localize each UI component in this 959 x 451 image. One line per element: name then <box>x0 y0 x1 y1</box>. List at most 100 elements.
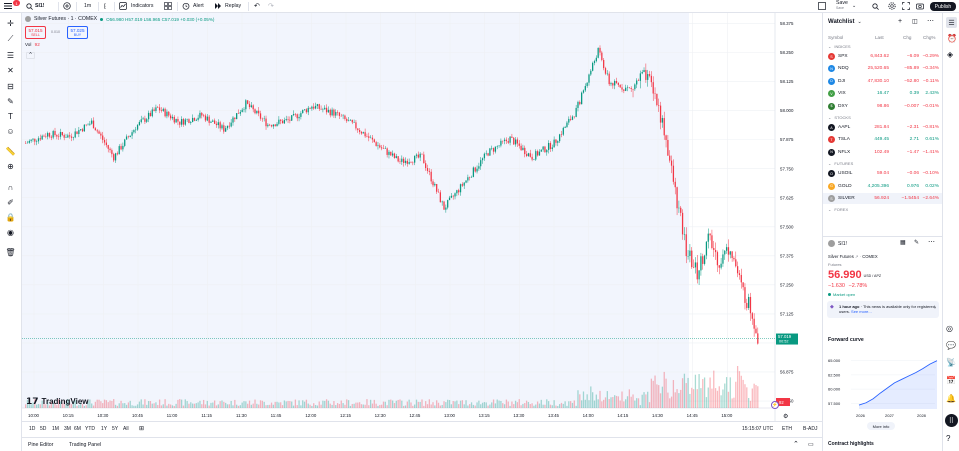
interval-button[interactable]: 1m <box>84 3 92 9</box>
watchlist-row-nflx[interactable]: N NFLX 102.49 −1.47 −1.41% <box>823 147 943 158</box>
indicators-button[interactable]: Indicators <box>119 0 154 12</box>
volume-legend: Vol 92 <box>25 42 40 47</box>
details-name-line: Silver Futures ↗ · COMEX <box>828 254 878 259</box>
volume-bar <box>125 404 128 408</box>
expand-panel-icon[interactable]: ⌃ <box>793 441 799 448</box>
replay-button[interactable]: Replay <box>214 0 241 12</box>
magnet-icon[interactable]: ∩ <box>7 182 14 192</box>
range-3m[interactable]: 3M <box>64 426 71 432</box>
trend-line-icon[interactable]: ⟋ <box>7 34 14 43</box>
date-range-icon[interactable]: ⊞ <box>139 426 145 432</box>
pattern-icon[interactable]: ✕ <box>7 65 14 75</box>
brush-icon[interactable]: ✎ <box>7 96 14 106</box>
text-icon[interactable]: T <box>8 111 13 121</box>
buy-button[interactable]: 57.025 BUY <box>67 26 88 39</box>
crosshair-icon[interactable]: ✛ <box>7 18 14 28</box>
redo-icon[interactable]: ↷ <box>268 3 274 10</box>
range-1y[interactable]: 1Y <box>101 426 108 432</box>
emoji-icon[interactable]: ☺ <box>6 126 15 136</box>
save-dropdown-icon[interactable]: ⌄ <box>852 3 857 9</box>
lock-icon[interactable]: 🔒 <box>5 212 16 222</box>
watchlist-row-usoil[interactable]: O USOIL 59.04 −0.06 −0.10% <box>823 168 943 179</box>
watchlist-selector[interactable]: Watchlist ⌄ <box>828 19 862 25</box>
eth-toggle[interactable]: ETH <box>782 426 792 432</box>
alert-button[interactable]: Alert <box>182 0 204 12</box>
layout-icon[interactable] <box>818 0 826 12</box>
more-info-button[interactable]: More info <box>867 422 895 430</box>
chart-style-icon[interactable]: ⁅ <box>104 3 107 10</box>
watchlist-section-indices[interactable]: ⌄ INDICES <box>823 42 943 51</box>
watchlist-row-gold[interactable]: G GOLD 4,205.396 0.976 0.02% <box>823 181 943 192</box>
volume-bar <box>632 394 634 408</box>
apps-icon[interactable]: ⠿ <box>945 414 958 427</box>
add-symbol-icon[interactable]: + <box>898 18 903 25</box>
more-options-icon[interactable]: ⋯ <box>927 18 934 25</box>
watchlist-section-forex[interactable]: ⌄ FOREX <box>823 205 943 214</box>
range-5y[interactable]: 5Y <box>112 426 119 432</box>
news-link[interactable]: See more... <box>851 309 872 314</box>
fib-retracement-icon[interactable]: ☰ <box>6 50 15 60</box>
broadcast-icon[interactable]: 📡 <box>946 358 956 367</box>
watchlist-row-vix[interactable]: V VIX 16.47 0.39 2.43% <box>823 88 943 99</box>
range-ytd[interactable]: YTD <box>85 426 95 432</box>
watchlist-section-stocks[interactable]: ⌄ STOCKS <box>823 113 943 122</box>
advanced-view-icon[interactable]: ◫ <box>912 19 918 25</box>
chat-icon[interactable]: 💬 <box>946 341 956 350</box>
search-icon[interactable] <box>872 0 879 12</box>
sell-button[interactable]: 57.015 SELL <box>25 26 46 39</box>
watchlist-section-futures[interactable]: ⌄ FUTURES <box>823 159 943 168</box>
settings-icon[interactable] <box>888 0 896 12</box>
watchlist-row-silver[interactable]: S SILVER 56.924 −1.5454 −2.64% <box>823 193 943 204</box>
alerts-clock-icon[interactable]: ⏰ <box>947 34 957 43</box>
chart-area[interactable]: 58.375 58.250 58.125 58.000 57.875 57.750 57.6… <box>22 13 798 421</box>
save-button[interactable]: Save Save <box>836 0 848 12</box>
tab-trading-panel[interactable]: Trading Panel <box>69 442 102 448</box>
ruler-icon[interactable]: 📏 <box>5 146 16 156</box>
fullscreen-icon[interactable] <box>902 0 910 12</box>
range-5d[interactable]: 5D <box>40 426 47 432</box>
clock-readout: 15:15:07 UTC <box>742 426 774 432</box>
maximize-panel-icon[interactable]: ▭ <box>808 442 814 448</box>
menu-icon[interactable] <box>4 0 13 12</box>
help-icon[interactable]: ? <box>946 434 951 443</box>
chart-settings-icon[interactable]: ⚙ <box>783 413 788 420</box>
price-chart[interactable]: 58.375 58.250 58.125 58.000 57.875 57.750 57.6… <box>22 13 798 421</box>
undo-icon[interactable]: ↶ <box>254 3 260 10</box>
compare-button[interactable] <box>63 0 71 12</box>
grid-icon[interactable]: ▦ <box>900 240 906 246</box>
calendar-icon[interactable]: 📅 <box>946 376 956 385</box>
event-marker-icon[interactable]: ⚡ <box>771 401 779 409</box>
bell-icon[interactable]: 🔔 <box>946 394 956 403</box>
eye-icon[interactable]: ◉ <box>7 227 14 237</box>
edit-icon[interactable]: ✎ <box>914 240 920 246</box>
layers-icon[interactable]: ◈ <box>947 50 954 59</box>
watchlist-row-aapl[interactable]: A AAPL 281.84 −2.31 −0.81% <box>823 122 943 133</box>
collapse-legend-icon[interactable]: ^ <box>26 52 35 59</box>
external-link-icon[interactable]: ↗ <box>855 254 859 259</box>
watchlist-row-spx[interactable]: S SPX 6,843.62 −6.09 −0.29% <box>823 51 943 62</box>
watchlist-icon[interactable]: ☰ <box>946 17 957 28</box>
camera-icon[interactable] <box>916 0 924 12</box>
range-6m[interactable]: 6M <box>74 426 81 432</box>
candle-body <box>707 233 709 242</box>
stay-drawing-icon[interactable]: ✐ <box>7 197 14 207</box>
candle-body <box>698 270 700 280</box>
trash-icon[interactable]: 🗑 <box>5 247 16 257</box>
news-banner[interactable]: ◆ 1 hour ago · This news is available on… <box>827 301 939 318</box>
range-all[interactable]: All <box>123 426 129 432</box>
range-1d[interactable]: 1D <box>29 426 36 432</box>
watchlist-row-dxy[interactable]: $ DXY 98.86 −0.007 −0.01% <box>823 101 943 112</box>
layouts-icon[interactable] <box>164 0 172 12</box>
range-1m[interactable]: 1M <box>52 426 59 432</box>
back-adjust-toggle[interactable]: B-ADJ <box>803 426 818 432</box>
watchlist-row-ndq[interactable]: N NDQ 25,520.65 −85.89 −0.34% <box>823 63 943 74</box>
watchlist-row-dji[interactable]: D DJI 47,830.10 −52.80 −0.11% <box>823 76 943 87</box>
watchlist-row-tsla[interactable]: T TSLA 449.45 2.71 0.61% <box>823 134 943 145</box>
zoom-in-icon[interactable]: ⊕ <box>7 161 14 171</box>
target-icon[interactable]: ◎ <box>946 324 953 333</box>
projection-icon[interactable]: ⊟ <box>7 81 14 91</box>
symbol-search[interactable]: SI1! <box>26 0 45 12</box>
tab-pine-editor[interactable]: Pine Editor <box>28 442 54 448</box>
publish-button[interactable]: Publish <box>930 2 956 11</box>
details-more-icon[interactable]: ⋯ <box>928 239 935 246</box>
